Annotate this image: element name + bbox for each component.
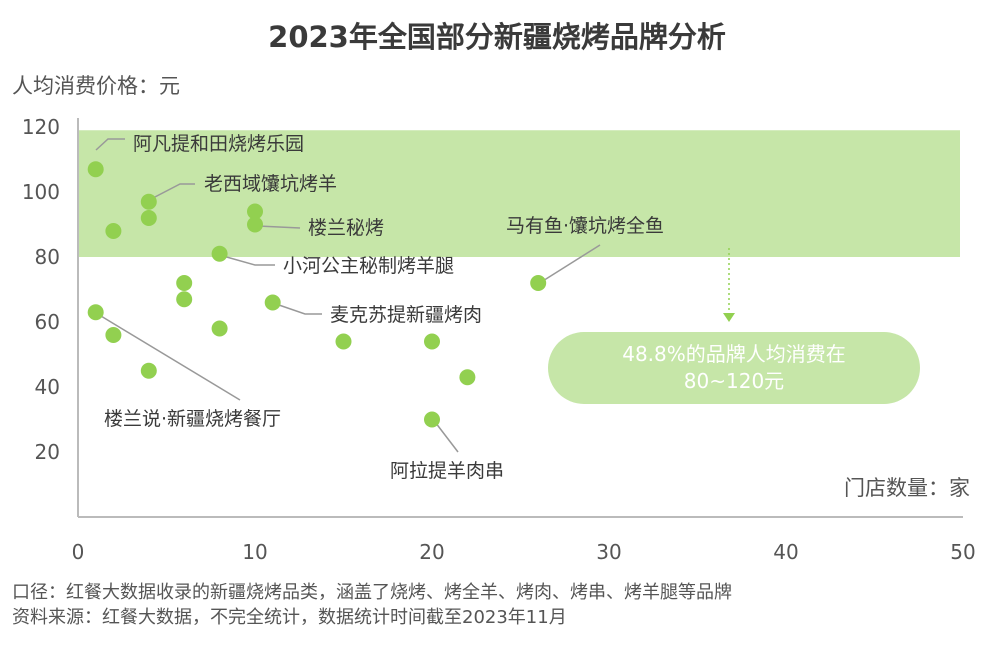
data-point [140, 362, 157, 379]
y-tick-label: 80 [35, 245, 60, 269]
y-tick-label: 60 [35, 310, 60, 334]
leader-line [95, 312, 241, 401]
point-label: 麦克苏提新疆烤肉 [330, 304, 482, 326]
point-label: 阿拉提羊肉串 [390, 460, 504, 482]
callout-pill: 48.8%的品牌人均消费在 80~120元 [548, 332, 920, 404]
chart-title: 2023年全国部分新疆烧烤品牌分析 [268, 20, 726, 54]
data-point [264, 294, 281, 311]
y-tick-label: 100 [22, 180, 60, 204]
data-point [459, 369, 476, 386]
leader-line [222, 255, 275, 266]
point-label: 小河公主秘制烤羊腿 [283, 255, 454, 277]
data-point [140, 210, 157, 226]
footnotes: 口径：红餐大数据收录的新疆烧烤品类，涵盖了烧烤、烤全羊、烤肉、烤串、烤羊腿等品牌… [12, 580, 732, 630]
y-tick-label: 40 [35, 375, 60, 399]
y-tick-label: 20 [35, 440, 60, 464]
data-point [424, 333, 440, 350]
leader-line [152, 183, 195, 199]
x-tick-label: 0 [72, 540, 85, 564]
data-point [211, 320, 228, 337]
point-label: 阿凡提和田烧烤乐园 [133, 133, 304, 155]
y-tick-label: 120 [22, 115, 60, 139]
callout-line2: 80~120元 [683, 369, 785, 393]
x-tick-label: 20 [419, 540, 444, 564]
data-point [247, 203, 263, 220]
leader-line [537, 244, 601, 285]
x-tick-label: 50 [950, 540, 975, 564]
leader-line [275, 303, 322, 315]
x-axis-label: 门店数量：家 [844, 476, 970, 500]
y-axis-label: 人均消费价格：元 [12, 74, 180, 98]
data-point [176, 291, 193, 308]
footnote-source: 资料来源：红餐大数据，不完全统计，数据统计时间截至2023年11月 [12, 607, 567, 628]
leader-line [95, 138, 125, 151]
data-point [105, 223, 122, 239]
data-point [335, 333, 352, 350]
x-tick-label: 40 [773, 540, 798, 564]
callout-line1: 48.8%的品牌人均消费在 [622, 342, 846, 366]
point-label: 楼兰说·新疆烧烤餐厅 [104, 408, 281, 430]
data-point [140, 193, 157, 210]
data-point [530, 275, 547, 291]
data-point [176, 275, 193, 291]
data-point [424, 411, 440, 428]
x-tick-label: 10 [242, 540, 267, 564]
footnote-scope: 口径：红餐大数据收录的新疆烧烤品类，涵盖了烧烤、烤全羊、烤肉、烤串、烤羊腿等品牌 [12, 582, 732, 603]
leader-line [257, 225, 301, 229]
data-point [247, 216, 263, 233]
point-label: 老西域馕坑烤羊 [204, 173, 337, 195]
data-point [87, 161, 104, 178]
highlight-band [78, 130, 960, 257]
data-point [211, 245, 228, 262]
data-point [105, 327, 122, 343]
data-point [87, 304, 104, 321]
arrow-head-icon [723, 313, 735, 322]
point-label: 楼兰秘烤 [308, 217, 384, 239]
point-label: 马有鱼·馕坑烤全鱼 [506, 215, 664, 237]
x-tick-label: 30 [596, 540, 621, 564]
